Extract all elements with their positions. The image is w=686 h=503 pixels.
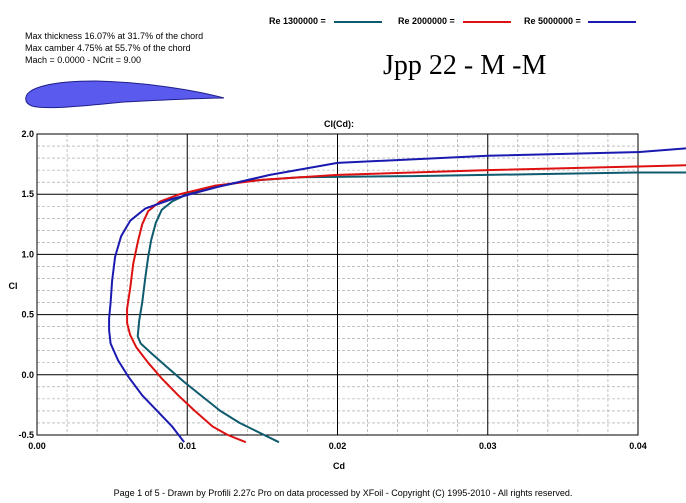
x-tick-label: 0.03 — [479, 441, 497, 451]
airfoil-profile — [25, 80, 225, 109]
mach-ncrit-text: Mach = 0.0000 - NCrit = 9.00 — [25, 55, 142, 65]
series-line-1300000 — [136, 171, 686, 444]
legend-swatch-re5000000 — [588, 21, 636, 23]
x-tick-label: 0.01 — [178, 441, 196, 451]
y-axis-label: Cl — [9, 281, 18, 291]
chart-legend: Re 1300000 = Re 2000000 = Re 5000000 = — [0, 13, 686, 29]
x-axis-label: Cd — [333, 461, 345, 471]
chart-title: Cl(Cd): — [324, 119, 354, 129]
y-tick-label: 0.0 — [21, 370, 34, 380]
x-tick-label: 0.00 — [28, 441, 46, 451]
legend-label-re2000000: Re 2000000 = — [398, 16, 455, 26]
max-thickness-text: Max thickness 16.07% at 31.7% of the cho… — [25, 31, 204, 41]
airfoil-shape-image — [25, 80, 225, 109]
airfoil-name-title: Jpp 22 - M -M — [383, 50, 547, 81]
series-layer — [108, 147, 686, 444]
legend-swatch-re2000000 — [463, 21, 511, 23]
y-tick-label: 2.0 — [21, 129, 34, 139]
x-tick-label: 0.02 — [329, 441, 347, 451]
legend-label-re1300000: Re 1300000 = — [269, 16, 326, 26]
x-tick-label: 0.04 — [629, 441, 647, 451]
y-tick-label: -0.5 — [18, 430, 34, 440]
legend-swatch-re1300000 — [334, 21, 382, 23]
y-tick-label: 1.5 — [21, 189, 34, 199]
series-line-2000000 — [126, 164, 686, 444]
page-footer: Page 1 of 5 - Drawn by Profili 2.27c Pro… — [113, 488, 573, 498]
series-line-5000000 — [108, 147, 686, 443]
y-tick-label: 1.0 — [21, 249, 34, 259]
max-camber-text: Max camber 4.75% at 55.7% of the chord — [25, 43, 191, 53]
tick-labels: 0.00 0.01 0.02 0.03 0.04 -0.5 0.0 0.5 1.0 1.5 2.0 — [18, 129, 646, 451]
legend-label-re5000000: Re 5000000 = — [524, 16, 581, 26]
plot-frame — [36, 133, 639, 436]
y-tick-label: 0.5 — [21, 310, 34, 320]
